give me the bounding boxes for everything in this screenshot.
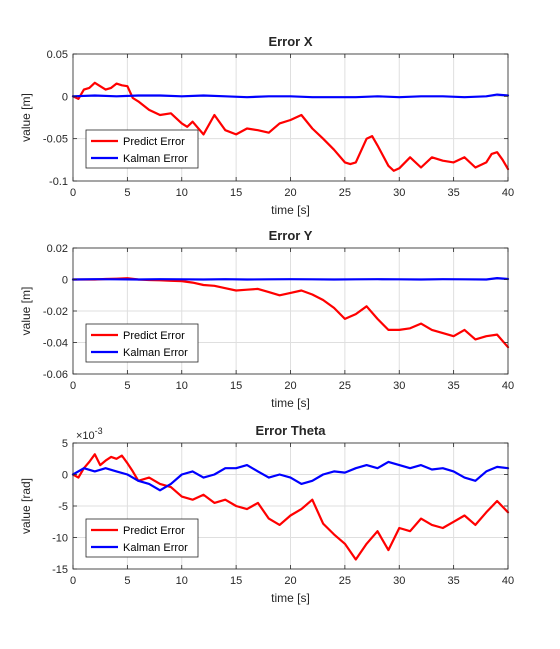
legend-label: Predict Error [123, 136, 185, 148]
chart-title: Error X [268, 34, 312, 49]
y-tick-label: -15 [52, 564, 68, 576]
legend: Predict Error Kalman Error [85, 518, 199, 558]
x-tick-label: 35 [448, 380, 460, 392]
y-tick-label: -0.06 [43, 369, 68, 381]
y-exponent-label: ×10-3 [76, 426, 103, 442]
legend-label: Kalman Error [123, 153, 188, 165]
legend-box [85, 129, 199, 169]
x-axis-label: time [s] [271, 591, 310, 605]
x-tick-label: 0 [70, 380, 76, 392]
series-line-kalman-error [71, 277, 510, 281]
y-tick-label: -0.04 [43, 338, 68, 350]
series-line-predict-error [71, 453, 510, 561]
x-tick-label: 40 [502, 575, 514, 587]
x-tick-label: 30 [393, 380, 405, 392]
y-axis-label: value [m] [19, 287, 33, 336]
x-axis-label: time [s] [271, 396, 310, 410]
x-tick-label: 25 [339, 380, 351, 392]
legend-label: Predict Error [123, 525, 185, 537]
x-tick-label: 10 [176, 575, 188, 587]
x-tick-label: 35 [448, 575, 460, 587]
x-tick-label: 30 [393, 187, 405, 199]
chart-title: Error Theta [255, 423, 326, 438]
x-tick-label: 25 [339, 575, 351, 587]
y-tick-label: -0.02 [43, 306, 68, 318]
x-tick-label: 5 [124, 575, 130, 587]
y-tick-label: 5 [62, 438, 68, 450]
x-axis-label: time [s] [271, 203, 310, 217]
x-tick-label: 35 [448, 187, 460, 199]
legend: Predict Error Kalman Error [85, 323, 199, 363]
y-tick-label: -5 [58, 501, 68, 513]
series-line-predict-error [71, 81, 510, 172]
legend-label: Predict Error [123, 330, 185, 342]
y-axis-label: value [m] [19, 93, 33, 142]
chart-panel-1: 0 5 10 15 20 25 30 35 40 -0.1 -0.05 0 0.05 Error X tim… [19, 34, 514, 217]
legend-box [85, 518, 199, 558]
x-tick-label: 25 [339, 187, 351, 199]
y-tick-label: 0 [62, 91, 68, 103]
y-axis-label: value [rad] [19, 478, 33, 534]
chart-panel-3: 0 5 10 15 20 25 30 35 40 -15 -10 -5 0 5 ×10-3 Error The… [19, 423, 514, 605]
x-tick-label: 5 [124, 380, 130, 392]
x-tick-label: 0 [70, 575, 76, 587]
legend: Predict Error Kalman Error [85, 129, 199, 169]
x-tick-label: 20 [284, 380, 296, 392]
x-tick-label: 10 [176, 380, 188, 392]
x-tick-label: 20 [284, 575, 296, 587]
x-tick-label: 20 [284, 187, 296, 199]
y-tick-label: -0.05 [43, 134, 68, 146]
x-tick-label: 40 [502, 187, 514, 199]
y-tick-label: -0.1 [49, 176, 68, 188]
series-line-kalman-error [71, 93, 510, 99]
chart-panel-2: 0 5 10 15 20 25 30 35 40 -0.06 -0.04 -0.02 0 0.02 Erro… [19, 228, 514, 410]
y-tick-label: 0.05 [47, 49, 68, 61]
series-line-kalman-error [71, 460, 510, 492]
chart-title: Error Y [269, 228, 313, 243]
legend-box [85, 323, 199, 363]
x-tick-label: 30 [393, 575, 405, 587]
x-tick-label: 0 [70, 187, 76, 199]
y-tick-label: 0.02 [47, 243, 68, 255]
x-tick-label: 15 [230, 187, 242, 199]
x-tick-label: 15 [230, 380, 242, 392]
y-tick-label: 0 [62, 470, 68, 482]
y-tick-label: 0 [62, 275, 68, 287]
x-tick-label: 40 [502, 380, 514, 392]
legend-label: Kalman Error [123, 347, 188, 359]
legend-label: Kalman Error [123, 542, 188, 554]
x-tick-label: 5 [124, 187, 130, 199]
x-tick-label: 10 [176, 187, 188, 199]
x-tick-label: 15 [230, 575, 242, 587]
y-tick-label: -10 [52, 533, 68, 545]
